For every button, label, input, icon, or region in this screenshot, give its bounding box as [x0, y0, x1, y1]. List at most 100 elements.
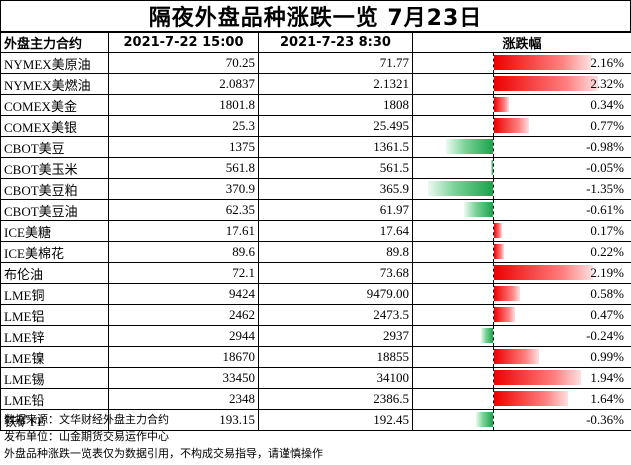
header-row: 外盘主力合约 2021-7-22 15:00 2021-7-23 8:30 涨跌…: [0, 32, 631, 53]
curr-price: 2473.5: [258, 304, 413, 326]
contract-name: LME锌: [0, 325, 109, 347]
loss-bar: [490, 160, 493, 175]
zero-axis: [493, 305, 494, 325]
page-title: 隔夜外盘品种涨跌一览 7月23日: [0, 0, 631, 32]
zero-axis: [493, 347, 494, 367]
loss-bar: [428, 181, 493, 196]
zero-axis: [493, 74, 494, 94]
contract-name: LME铜: [0, 283, 109, 305]
change-cell: 2.32%: [412, 73, 631, 95]
prev-price: 9424: [108, 283, 259, 305]
table-row: LME铅 2348 2386.5 1.64%: [0, 388, 631, 410]
gain-bar: [494, 265, 593, 280]
curr-price: 1808: [258, 94, 413, 116]
zero-axis: [493, 179, 494, 199]
prev-price: 2348: [108, 388, 259, 410]
prev-price: 70.25: [108, 52, 259, 74]
zero-axis: [493, 263, 494, 283]
contract-name: LME铝: [0, 304, 109, 326]
gain-bar: [494, 118, 529, 133]
table-row: ICE美棉花 89.6 89.8 0.22%: [0, 241, 631, 263]
contract-name: LME锡: [0, 367, 109, 389]
curr-price: 2.1321: [258, 73, 413, 95]
change-percent: 0.17%: [590, 223, 624, 238]
table-row: NYMEX美原油 70.25 71.77 2.16%: [0, 52, 631, 74]
gain-bar: [494, 223, 502, 238]
curr-price: 2386.5: [258, 388, 413, 410]
change-percent: 2.16%: [590, 55, 624, 70]
contract-name: COMEX美金: [0, 94, 109, 116]
change-percent: 1.94%: [590, 370, 624, 385]
change-percent: 0.77%: [590, 118, 624, 133]
zero-axis: [493, 116, 494, 136]
change-cell: 0.22%: [412, 241, 631, 263]
gain-bar: [494, 286, 521, 301]
contract-name: 布伦油: [0, 262, 109, 284]
change-percent: 1.64%: [590, 391, 624, 406]
change-cell: 0.34%: [412, 94, 631, 116]
curr-price: 18855: [258, 346, 413, 368]
curr-price: 2937: [258, 325, 413, 347]
change-percent: 0.22%: [590, 244, 624, 259]
loss-bar: [475, 412, 493, 427]
gain-bar: [494, 76, 599, 91]
table-row: COMEX美金 1801.8 1808 0.34%: [0, 94, 631, 116]
change-cell: 2.19%: [412, 262, 631, 284]
change-percent: 2.32%: [590, 76, 624, 91]
prev-price: 1801.8: [108, 94, 259, 116]
quotes-table: 外盘主力合约 2021-7-22 15:00 2021-7-23 8:30 涨跌…: [0, 32, 631, 431]
change-percent: 0.47%: [590, 307, 624, 322]
change-percent: -0.24%: [586, 328, 624, 343]
zero-axis: [493, 284, 494, 304]
prev-price: 17.61: [108, 220, 259, 242]
prev-price: 33450: [108, 367, 259, 389]
zero-axis: [493, 242, 494, 262]
zero-axis: [493, 137, 494, 157]
curr-price: 25.495: [258, 115, 413, 137]
prev-price: 2944: [108, 325, 259, 347]
change-percent: -0.36%: [586, 412, 624, 427]
curr-price: 192.45: [258, 409, 413, 431]
gain-bar: [494, 97, 510, 112]
contract-name: 铁矿FE: [0, 409, 109, 431]
prev-price: 193.15: [108, 409, 259, 431]
gain-bar: [494, 349, 539, 364]
footer-source: 数据来源：文华财经外盘主力合约: [4, 413, 169, 426]
header-name: 外盘主力合约: [0, 32, 109, 53]
gain-bar: [494, 244, 504, 259]
prev-price: 1375: [108, 136, 259, 158]
curr-price: 34100: [258, 367, 413, 389]
change-cell: -0.24%: [412, 325, 631, 347]
table-row: 布伦油 72.1 73.68 2.19%: [0, 262, 631, 284]
curr-price: 71.77: [258, 52, 413, 74]
curr-price: 17.64: [258, 220, 413, 242]
prev-price: 25.3: [108, 115, 259, 137]
change-cell: -0.98%: [412, 136, 631, 158]
contract-name: COMEX美银: [0, 115, 109, 137]
loss-bar: [463, 202, 493, 217]
table-row: COMEX美银 25.3 25.495 0.77%: [0, 115, 631, 137]
table-row: CBOT美豆油 62.35 61.97 -0.61%: [0, 199, 631, 221]
change-percent: 0.58%: [590, 286, 624, 301]
change-percent: -1.35%: [586, 181, 624, 196]
change-cell: 2.16%: [412, 52, 631, 74]
table-row: NYMEX美燃油 2.0837 2.1321 2.32%: [0, 73, 631, 95]
table-row: LME锡 33450 34100 1.94%: [0, 367, 631, 389]
change-cell: 0.17%: [412, 220, 631, 242]
change-percent: -0.05%: [586, 160, 624, 175]
change-cell: 0.47%: [412, 304, 631, 326]
prev-price: 89.6: [108, 241, 259, 263]
zero-axis: [493, 221, 494, 241]
table-row: LME镍 18670 18855 0.99%: [0, 346, 631, 368]
table-row: LME铝 2462 2473.5 0.47%: [0, 304, 631, 326]
loss-bar: [445, 139, 493, 154]
change-percent: -0.61%: [586, 202, 624, 217]
header-curr: 2021-7-23 8:30: [258, 32, 413, 53]
prev-price: 561.8: [108, 157, 259, 179]
zero-axis: [493, 200, 494, 220]
table-row: LME铜 9424 9479.00 0.58%: [0, 283, 631, 305]
change-percent: 0.99%: [590, 349, 624, 364]
curr-price: 9479.00: [258, 283, 413, 305]
contract-name: CBOT美玉米: [0, 157, 109, 179]
zero-axis: [493, 53, 494, 73]
